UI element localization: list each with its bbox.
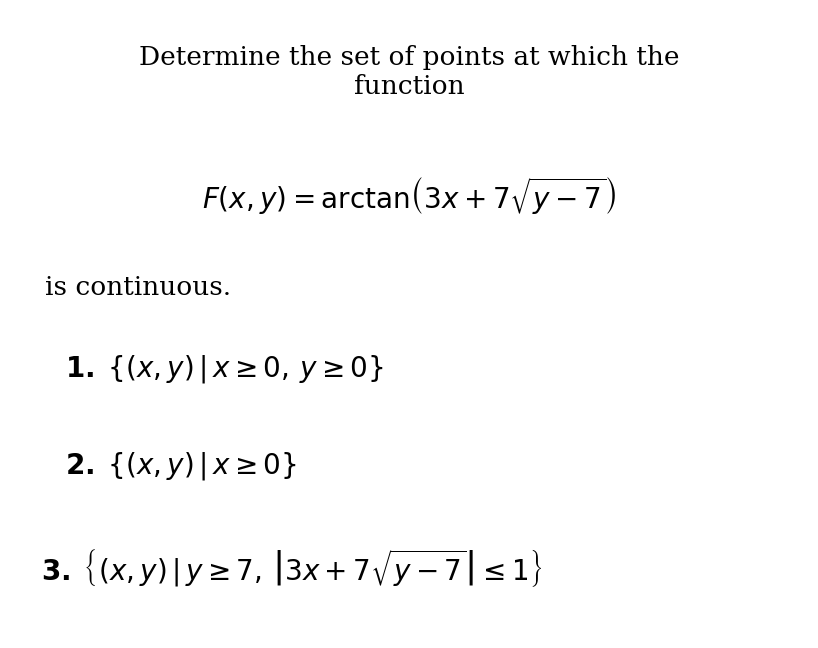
Text: $\mathbf{1.}\; \left\{(x, y)\,|\, x \geq 0,\, y \geq 0\right\}$: $\mathbf{1.}\; \left\{(x, y)\,|\, x \geq… (65, 353, 384, 385)
Text: $\mathbf{2.}\; \left\{(x, y)\,|\, x \geq 0\right\}$: $\mathbf{2.}\; \left\{(x, y)\,|\, x \geq… (65, 450, 297, 482)
Text: $F(x, y) = \arctan\!\left(3x + 7\sqrt{y-7}\right)$: $F(x, y) = \arctan\!\left(3x + 7\sqrt{y-… (202, 175, 616, 217)
Text: is continuous.: is continuous. (45, 275, 231, 301)
Text: $\mathbf{3.}\; \left\{(x, y)\,|\, y \geq 7,\, \left|3x + 7\sqrt{y-7}\right| \leq: $\mathbf{3.}\; \left\{(x, y)\,|\, y \geq… (41, 548, 543, 590)
Text: Determine the set of points at which the
function: Determine the set of points at which the… (139, 45, 679, 99)
